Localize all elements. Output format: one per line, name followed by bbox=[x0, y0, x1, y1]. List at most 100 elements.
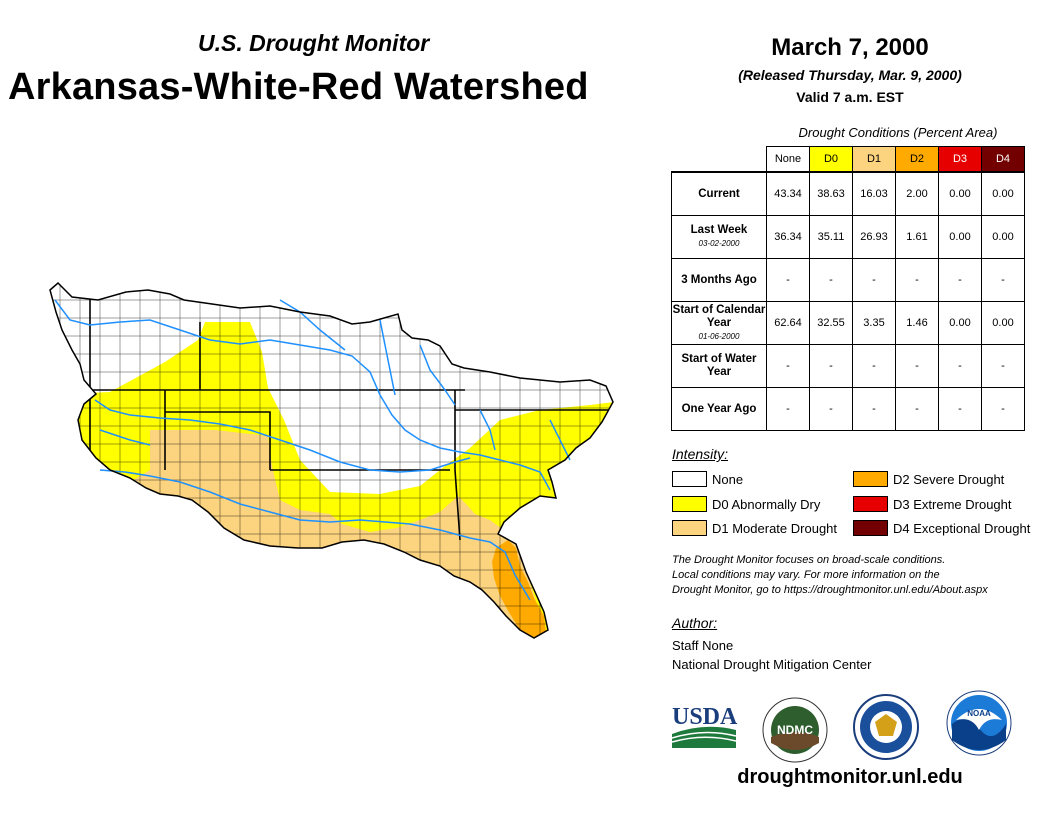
column-header-none: None bbox=[766, 146, 810, 173]
table-cell: - bbox=[895, 344, 939, 388]
ndmc-logo-text: NDMC bbox=[777, 723, 813, 737]
legend-swatch bbox=[853, 496, 888, 512]
row-label: Current bbox=[671, 171, 767, 216]
table-cell: - bbox=[938, 387, 982, 431]
table-row-last-week: Last Week 03-02-2000 36.34 35.11 26.93 1.… bbox=[671, 215, 1025, 259]
table-cell: - bbox=[895, 258, 939, 302]
header-blank-cell bbox=[672, 147, 767, 173]
noaa-logo-text: NOAA bbox=[967, 709, 991, 718]
row-label: Start of Calendar Year 01-06-2000 bbox=[671, 301, 767, 345]
usda-logo-text: USDA bbox=[672, 704, 738, 730]
column-header-d2: D2 bbox=[895, 146, 939, 173]
table-caption: Drought Conditions (Percent Area) bbox=[798, 125, 998, 140]
table-cell: - bbox=[809, 258, 853, 302]
watershed-map bbox=[49, 282, 614, 639]
valid-time: Valid 7 a.m. EST bbox=[796, 89, 904, 105]
column-header-d3: D3 bbox=[938, 146, 982, 173]
table-cell: - bbox=[981, 258, 1025, 302]
table-cell: - bbox=[809, 344, 853, 388]
ndmc-logo: NDMC bbox=[762, 697, 828, 763]
table-cell: - bbox=[895, 387, 939, 431]
table-header-row: None D0 D1 D2 D3 D4 bbox=[672, 146, 1025, 173]
legend-item-d1: D1 Moderate Drought bbox=[672, 520, 837, 536]
table-cell: 0.00 bbox=[981, 215, 1025, 259]
column-header-d0: D0 bbox=[809, 146, 853, 173]
rivers bbox=[54, 299, 571, 601]
table-cell: - bbox=[852, 258, 896, 302]
legend-item-none: None bbox=[672, 471, 743, 487]
column-header-d1: D1 bbox=[852, 146, 896, 173]
table-cell: 3.35 bbox=[852, 301, 896, 345]
row-sublabel: 03-02-2000 bbox=[698, 239, 740, 248]
table-cell: 2.00 bbox=[895, 171, 939, 216]
table-cell: 1.61 bbox=[895, 215, 939, 259]
legend-label: D1 Moderate Drought bbox=[712, 520, 838, 536]
author-organization: National Drought Mitigation Center bbox=[672, 657, 872, 672]
table-cell: 35.11 bbox=[809, 215, 853, 259]
table-row-one-year-ago: One Year Ago - - - - - - bbox=[671, 387, 1025, 431]
release-date: (Released Thursday, Mar. 9, 2000) bbox=[738, 67, 962, 83]
table-cell: - bbox=[938, 344, 982, 388]
drought-conditions-table: None D0 D1 D2 D3 D4 Current 43.34 38.63 … bbox=[671, 146, 1025, 431]
table-row-3-months-ago: 3 Months Ago - - - - - - bbox=[671, 258, 1025, 302]
table-cell: - bbox=[766, 258, 810, 302]
table-cell: 0.00 bbox=[981, 171, 1025, 216]
legend-item-d3: D3 Extreme Drought bbox=[853, 496, 1012, 512]
table-cell: - bbox=[809, 387, 853, 431]
legend-swatch bbox=[672, 520, 707, 536]
website-link[interactable]: droughtmonitor.unl.edu bbox=[737, 766, 963, 788]
row-label: Last Week 03-02-2000 bbox=[671, 215, 767, 259]
legend-swatch bbox=[853, 471, 888, 487]
row-label: 3 Months Ago bbox=[671, 258, 767, 302]
table-cell: - bbox=[852, 387, 896, 431]
note-line: Drought Monitor, go to https://droughtmo… bbox=[672, 584, 988, 596]
table-cell: - bbox=[981, 344, 1025, 388]
map-title: Arkansas-White-Red Watershed bbox=[8, 66, 589, 108]
legend-swatch bbox=[853, 520, 888, 536]
table-row-current: Current 43.34 38.63 16.03 2.00 0.00 0.00 bbox=[671, 171, 1025, 216]
legend-item-d2: D2 Severe Drought bbox=[853, 471, 1004, 487]
legend-label: D2 Severe Drought bbox=[893, 471, 1005, 487]
table-cell: - bbox=[852, 344, 896, 388]
table-cell: 0.00 bbox=[938, 171, 982, 216]
map-subtitle: U.S. Drought Monitor bbox=[198, 30, 430, 56]
commerce-seal bbox=[853, 694, 919, 760]
table-cell: 36.34 bbox=[766, 215, 810, 259]
author-title: Author: bbox=[672, 615, 718, 631]
table-cell: 0.00 bbox=[938, 301, 982, 345]
map-date: March 7, 2000 bbox=[771, 34, 929, 61]
table-cell: 38.63 bbox=[809, 171, 853, 216]
table-cell: 32.55 bbox=[809, 301, 853, 345]
noaa-logo: NOAA bbox=[946, 690, 1012, 756]
author-name: Staff None bbox=[672, 638, 734, 653]
d2-area bbox=[492, 540, 546, 638]
legend-title: Intensity: bbox=[672, 446, 729, 462]
column-header-d4: D4 bbox=[981, 146, 1025, 173]
table-cell: - bbox=[766, 387, 810, 431]
legend-label: None bbox=[712, 471, 744, 487]
table-cell: 43.34 bbox=[766, 171, 810, 216]
legend-label: D4 Exceptional Drought bbox=[893, 520, 1031, 536]
row-sublabel: 01-06-2000 bbox=[698, 331, 740, 341]
note-line: The Drought Monitor focuses on broad-sca… bbox=[672, 554, 946, 566]
legend-swatch bbox=[672, 471, 707, 487]
table-row-start-of-calendar-year: Start of Calendar Year 01-06-2000 62.64 3… bbox=[671, 301, 1025, 345]
usda-logo: USDA bbox=[671, 704, 738, 748]
legend-swatch bbox=[672, 496, 707, 512]
table-cell: 26.93 bbox=[852, 215, 896, 259]
table-cell: 0.00 bbox=[938, 215, 982, 259]
table-cell: - bbox=[938, 258, 982, 302]
table-row-start-of-water-year: Start of Water Year - - - - - - bbox=[671, 344, 1025, 388]
table-cell: 1.46 bbox=[895, 301, 939, 345]
legend-label: D3 Extreme Drought bbox=[893, 496, 1012, 512]
row-label: One Year Ago bbox=[671, 387, 767, 431]
table-cell: 0.00 bbox=[981, 301, 1025, 345]
disclaimer-note: The Drought Monitor focuses on broad-sca… bbox=[672, 553, 1042, 598]
table-cell: 16.03 bbox=[852, 171, 896, 216]
table-cell: 62.64 bbox=[766, 301, 810, 345]
note-line: Local conditions may vary. For more info… bbox=[672, 569, 940, 581]
legend-label: D0 Abnormally Dry bbox=[712, 496, 821, 512]
legend-item-d4: D4 Exceptional Drought bbox=[853, 520, 1030, 536]
table-cell: - bbox=[981, 387, 1025, 431]
table-cell: - bbox=[766, 344, 810, 388]
